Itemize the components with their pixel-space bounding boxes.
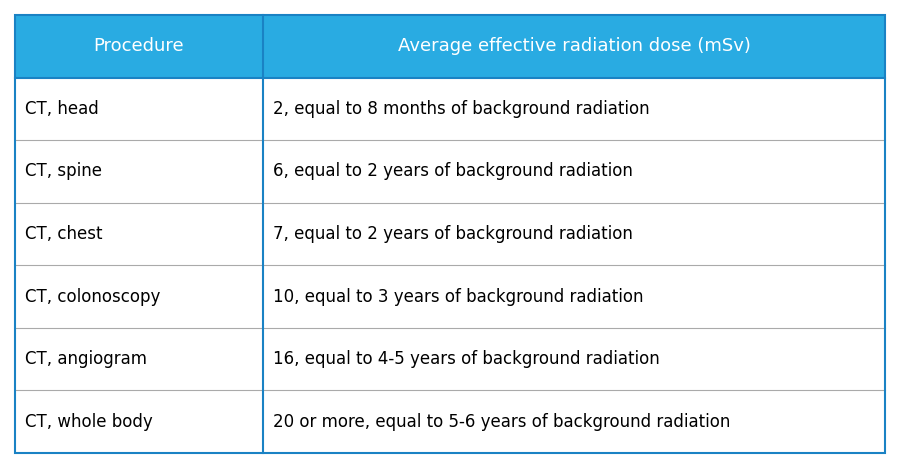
Text: CT, chest: CT, chest — [25, 225, 103, 243]
Text: CT, colonoscopy: CT, colonoscopy — [25, 287, 160, 306]
Text: CT, whole body: CT, whole body — [25, 413, 153, 431]
Text: 2, equal to 8 months of background radiation: 2, equal to 8 months of background radia… — [273, 100, 650, 118]
Bar — [15, 390, 885, 453]
Bar — [15, 265, 885, 328]
Text: 10, equal to 3 years of background radiation: 10, equal to 3 years of background radia… — [273, 287, 644, 306]
Text: 7, equal to 2 years of background radiation: 7, equal to 2 years of background radiat… — [273, 225, 633, 243]
Bar — [15, 15, 885, 78]
Bar — [15, 78, 885, 140]
Bar — [15, 140, 885, 203]
Bar — [15, 328, 885, 390]
Text: Procedure: Procedure — [94, 37, 184, 55]
Text: 6, equal to 2 years of background radiation: 6, equal to 2 years of background radiat… — [273, 162, 633, 181]
Text: 16, equal to 4-5 years of background radiation: 16, equal to 4-5 years of background rad… — [273, 350, 660, 368]
Text: CT, spine: CT, spine — [25, 162, 102, 181]
Text: Average effective radiation dose (mSv): Average effective radiation dose (mSv) — [398, 37, 751, 55]
Text: CT, head: CT, head — [25, 100, 99, 118]
Bar — [15, 203, 885, 265]
Text: CT, angiogram: CT, angiogram — [25, 350, 147, 368]
Text: 20 or more, equal to 5-6 years of background radiation: 20 or more, equal to 5-6 years of backgr… — [273, 413, 730, 431]
